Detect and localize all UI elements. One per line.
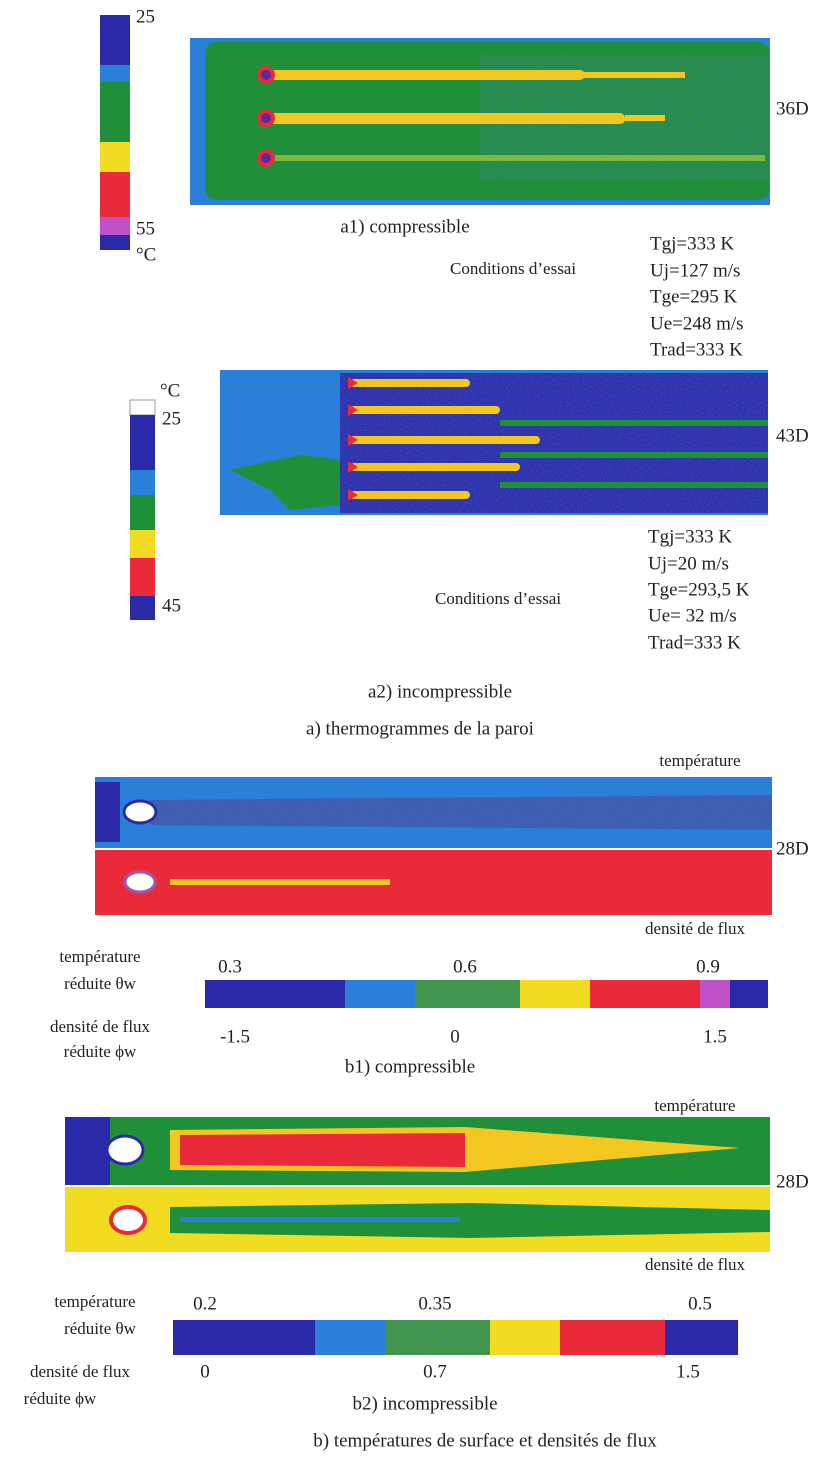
legend-title: température (54, 1292, 135, 1311)
figure-caption: b) températures de surface et densités d… (313, 1430, 657, 1451)
thermogram-a1 (190, 38, 770, 205)
scale-tick: 0.6 (453, 956, 477, 977)
scale-tick: 0.5 (688, 1293, 712, 1314)
figure-caption: a) thermogrammes de la paroi (306, 718, 534, 739)
scale-label: 45 (162, 595, 181, 616)
condition: Ue= 32 m/s (648, 605, 737, 626)
legend-title: réduite ϕw (24, 1389, 97, 1408)
condition: Uj=20 m/s (648, 553, 729, 574)
condition: Uj=127 m/s (650, 260, 740, 281)
scale-tick: 0 (450, 1026, 460, 1047)
caption: a2) incompressible (368, 681, 512, 702)
legend-title: température (59, 947, 140, 966)
scale-tick: 0.9 (696, 956, 720, 977)
legend-title: réduite θw (64, 974, 137, 993)
map-label: température (659, 751, 740, 770)
scale-label: 25 (162, 408, 181, 429)
scale-tick: 0.7 (423, 1361, 447, 1382)
scale-tick: 1.5 (703, 1026, 727, 1047)
legend-title: densité de flux (50, 1017, 151, 1036)
scale-label: °C (136, 244, 156, 265)
caption: b1) compressible (345, 1056, 475, 1077)
distance-label: 43D (776, 425, 809, 446)
map-label: densité de flux (645, 1255, 746, 1274)
thermogram-b1 (95, 777, 772, 915)
caption: a1) compressible (340, 216, 469, 237)
condition: Tge=295 K (650, 286, 738, 307)
figure: 25 55 °C 36D a1) compressible Conditions… (0, 0, 819, 1459)
condition: Trad=333 K (648, 632, 741, 653)
map-label: température (654, 1096, 735, 1115)
scale-a2 (130, 400, 155, 620)
scale-a1 (100, 15, 130, 250)
distance-label: 28D (776, 1171, 809, 1192)
scale-tick: 0.35 (418, 1293, 451, 1314)
condition: Tge=293,5 K (648, 579, 750, 600)
conditions-title: Conditions d’essai (435, 589, 561, 608)
thermogram-b2 (65, 1117, 770, 1252)
thermogram-a2 (220, 370, 768, 515)
condition: Tgj=333 K (650, 233, 734, 254)
distance-label: 28D (776, 838, 809, 859)
caption: b2) incompressible (352, 1393, 497, 1414)
condition: Trad=333 K (650, 339, 743, 360)
scale-tick: 0.3 (218, 956, 242, 977)
condition: Ue=248 m/s (650, 313, 744, 334)
conditions-title: Conditions d’essai (450, 259, 576, 278)
legend-title: densité de flux (30, 1362, 131, 1381)
scale-tick: 0 (200, 1361, 210, 1382)
map-label: densité de flux (645, 919, 746, 938)
scale-label: 55 (136, 218, 155, 239)
scale-tick: 1.5 (676, 1361, 700, 1382)
scale-label: °C (160, 380, 180, 401)
scale-tick: -1.5 (220, 1026, 250, 1047)
scale-label: 25 (136, 6, 155, 27)
legend-title: réduite ϕw (64, 1042, 137, 1061)
scale-b2 (173, 1320, 738, 1355)
condition: Tgj=333 K (648, 526, 732, 547)
scale-b1 (205, 980, 768, 1008)
legend-title: réduite θw (64, 1319, 137, 1338)
distance-label: 36D (776, 98, 809, 119)
scale-tick: 0.2 (193, 1293, 217, 1314)
